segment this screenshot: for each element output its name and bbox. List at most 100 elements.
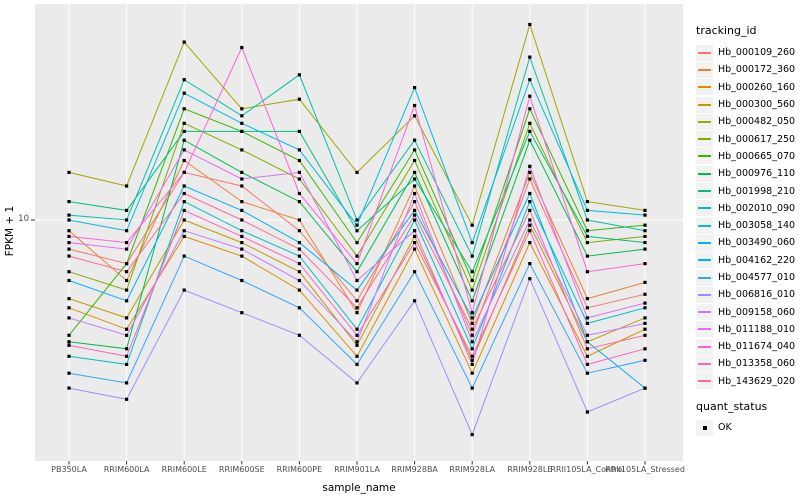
data-point [297, 254, 301, 258]
x-tick-label-RRIM600SE: RRIM600SE [218, 465, 265, 474]
data-point [240, 208, 244, 212]
data-point [643, 213, 647, 217]
data-point [355, 311, 359, 315]
legend-item: Hb_013358_060 [696, 355, 800, 372]
data-point [297, 241, 301, 245]
x-tick-label-RRIM600LE: RRIM600LE [161, 465, 207, 474]
data-point [125, 262, 129, 266]
data-point [240, 200, 244, 204]
legend-item-label: Hb_013358_060 [718, 358, 796, 370]
data-point [585, 306, 589, 310]
data-point [182, 121, 186, 125]
data-point [470, 354, 474, 358]
data-point [182, 288, 186, 292]
data-point [528, 277, 532, 281]
data-point [125, 278, 129, 283]
legend-item: Hb_009158_060 [696, 303, 800, 321]
data-point [585, 270, 589, 274]
data-point [528, 208, 532, 212]
data-point [470, 254, 474, 258]
y-axis-tick-label: 10 [18, 214, 29, 224]
data-point [355, 306, 359, 310]
legend-item-label: Hb_000109_260 [718, 47, 796, 59]
data-point [240, 234, 244, 238]
data-point [355, 270, 359, 274]
data-point [240, 121, 244, 125]
data-point [585, 410, 589, 414]
data-point [67, 270, 71, 274]
legend-item-label: Hb_143629_020 [718, 375, 796, 387]
data-point [528, 241, 532, 245]
data-point [182, 107, 186, 111]
data-point [413, 177, 417, 181]
legend-line-icon [698, 241, 711, 244]
data-point [528, 55, 532, 59]
data-point [240, 184, 244, 188]
legend-line-swatch [696, 61, 713, 78]
data-point [67, 343, 71, 347]
data-point [528, 22, 532, 27]
legend-line-swatch [696, 96, 713, 113]
data-point [470, 358, 474, 362]
legend-line-swatch [696, 148, 713, 165]
data-point [125, 327, 129, 331]
legend-line-icon [698, 155, 711, 158]
data-point [355, 254, 359, 258]
data-point [125, 381, 129, 385]
data-point [413, 213, 417, 217]
data-point [67, 170, 71, 174]
legend-item: Hb_006816_010 [696, 286, 800, 303]
data-point [643, 358, 647, 362]
legend-items-quant-status: OK [696, 419, 800, 436]
data-point [125, 316, 129, 320]
data-point [413, 241, 417, 245]
legend-line-swatch [696, 304, 713, 321]
data-point [182, 40, 186, 44]
data-point [585, 362, 589, 366]
data-point [297, 288, 301, 292]
legend-line-swatch [696, 183, 713, 200]
data-point [585, 234, 589, 238]
data-point [413, 170, 417, 174]
data-point [67, 218, 71, 222]
legend-line-swatch [696, 373, 713, 390]
data-point [125, 208, 129, 212]
data-point [240, 45, 244, 50]
data-point [67, 241, 71, 245]
data-point [413, 270, 417, 274]
data-point [125, 333, 129, 337]
data-point [585, 297, 589, 301]
legend-item-label: Hb_000172_360 [718, 64, 796, 76]
legend-item-label: Hb_000300_560 [718, 99, 796, 111]
legend-item: Hb_000617_250 [696, 130, 800, 148]
data-point [413, 234, 417, 238]
data-point [240, 218, 244, 222]
data-point [470, 386, 474, 390]
legend-item: Hb_003058_140 [696, 217, 800, 234]
legend-line-icon [698, 362, 711, 365]
legend-line-swatch [696, 200, 713, 217]
data-point [355, 288, 359, 292]
data-point [182, 129, 186, 133]
data-point [413, 200, 417, 204]
data-point [643, 347, 647, 351]
data-point [585, 347, 589, 351]
data-point [413, 114, 417, 118]
legend-item-label: Hb_003058_140 [718, 220, 796, 232]
data-point [585, 208, 589, 212]
legend-line-swatch [696, 131, 713, 148]
data-point [585, 218, 589, 222]
legend-title-quant-status: quant_status [696, 399, 768, 413]
data-point [355, 299, 359, 303]
data-point [182, 254, 186, 258]
legend-item: Hb_001998_210 [696, 182, 800, 200]
legend-line-icon [698, 86, 711, 89]
legend-item-label: Hb_000482_050 [718, 116, 796, 128]
data-point [125, 270, 129, 274]
data-point [585, 229, 589, 233]
data-point [470, 433, 474, 437]
data-point [67, 234, 71, 238]
data-point [67, 297, 71, 301]
data-point [470, 333, 474, 337]
